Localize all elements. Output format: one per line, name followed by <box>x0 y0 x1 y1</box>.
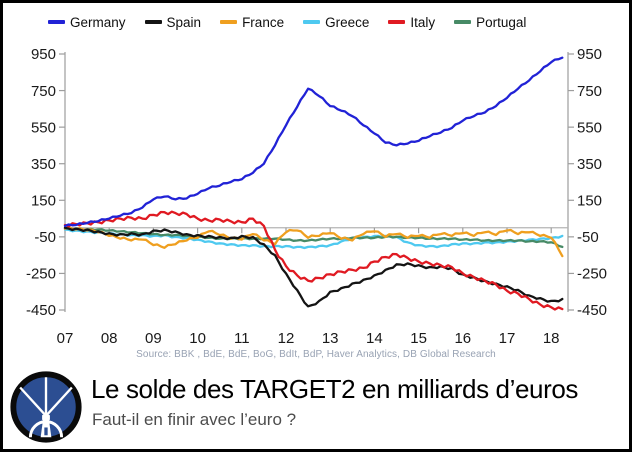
y-tick-label-left: 550 <box>31 119 56 136</box>
y-tick-label-left: 950 <box>31 46 56 63</box>
x-tick-label: 14 <box>366 330 383 347</box>
x-tick-label: 12 <box>278 330 295 347</box>
legend-swatch-portugal <box>454 20 472 24</box>
legend-label: Italy <box>410 14 436 30</box>
y-tick-label-left: -250 <box>26 266 56 283</box>
y-tick-label-right: -50 <box>577 229 599 246</box>
y-tick-label-left: 350 <box>31 156 56 173</box>
logo-beams <box>19 377 73 417</box>
x-tick-label: 11 <box>234 330 250 347</box>
legend-item-portugal: Portugal <box>454 15 526 30</box>
x-tick-label: 15 <box>410 330 427 347</box>
x-tick-label: 07 <box>57 330 74 347</box>
legend-item-germany: Germany <box>48 15 126 30</box>
legend-label: Spain <box>166 14 202 30</box>
legend-label: Greece <box>325 14 370 30</box>
x-tick-label: 16 <box>454 330 471 347</box>
y-tick-label-right: 950 <box>577 46 602 63</box>
x-tick-label: 10 <box>189 330 206 347</box>
legend-item-italy: Italy <box>388 15 435 30</box>
chart-title: Le solde des TARGET2 en milliards d’euro… <box>91 374 578 404</box>
y-tick-label-left: 750 <box>31 83 56 100</box>
logo-lighthouse-lamp <box>42 414 50 421</box>
y-tick-label-right: 350 <box>577 156 602 173</box>
legend-swatch-italy <box>388 20 406 24</box>
lighthouse-logo-icon <box>10 371 82 443</box>
y-tick-label-left: -450 <box>26 302 56 319</box>
y-tick-label-right: -450 <box>577 302 607 319</box>
y-tick-label-left: -50 <box>34 229 56 246</box>
legend-label: Portugal <box>476 14 527 30</box>
legend-item-greece: Greece <box>303 15 369 30</box>
legend-label: France <box>242 14 285 30</box>
source-note: Source: BBK , BdE, BdE, BoG, BdIt, BdP, … <box>136 349 496 360</box>
y-tick-label-right: -250 <box>577 266 607 283</box>
y-tick-label-left: 150 <box>31 192 56 209</box>
legend-swatch-germany <box>48 20 65 24</box>
legend: Germany Spain France Greece Italy Portugal <box>48 13 526 31</box>
legend-label: Germany <box>70 14 126 30</box>
legend-item-france: France <box>220 15 284 30</box>
series-line-greece <box>63 228 564 250</box>
x-tick-label: 18 <box>543 330 560 347</box>
x-tick-label: 13 <box>322 330 339 347</box>
x-tick-label: 09 <box>145 330 162 347</box>
series-line-germany <box>63 56 564 228</box>
legend-item-spain: Spain <box>144 14 202 30</box>
x-tick-label: 17 <box>499 330 516 347</box>
legend-swatch-spain <box>144 20 162 24</box>
target2-line-chart: 950 950 750 750 550 550 350 350 150 150 -50 -50 -250… <box>26 46 607 347</box>
y-tick-label-right: 150 <box>577 192 602 209</box>
y-tick-label-right: 750 <box>577 83 602 100</box>
legend-swatch-greece <box>303 20 321 24</box>
series-line-italy <box>63 210 564 311</box>
legend-swatch-france <box>220 20 238 24</box>
chart-subtitle: Faut-il en finir avec l’euro ? <box>92 410 297 429</box>
series-line-france <box>63 226 564 258</box>
y-tick-label-right: 550 <box>577 119 602 136</box>
logo-lighthouse-door <box>44 427 48 436</box>
x-tick-label: 08 <box>101 330 118 347</box>
